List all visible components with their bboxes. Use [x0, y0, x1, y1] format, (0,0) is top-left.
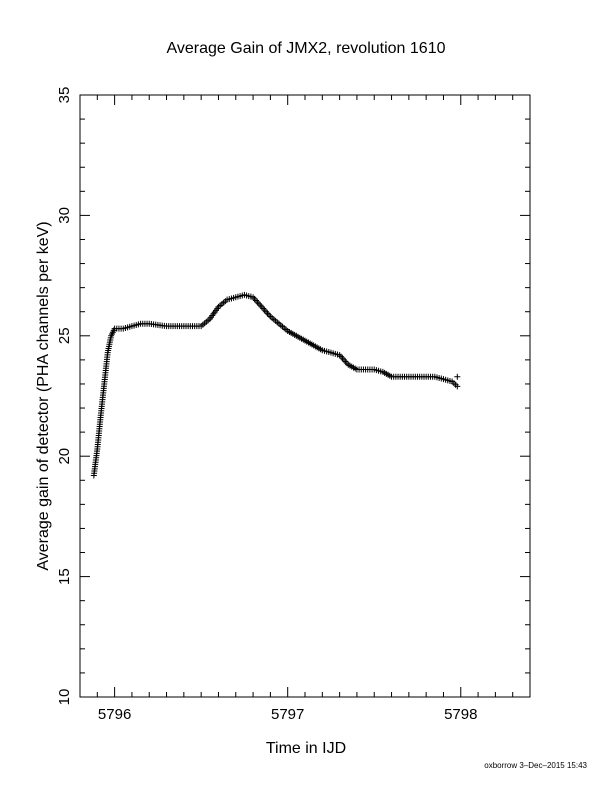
y-axis-ticks: 10 15 20 25 30 35 [56, 87, 530, 706]
x-tick-label: 5798 [444, 706, 477, 723]
x-tick-label: 5796 [98, 706, 131, 723]
x-axis-ticks: 5796 5797 5798 [79, 95, 531, 723]
y-tick-label: 35 [56, 87, 73, 104]
x-tick-label: 5797 [271, 706, 304, 723]
x-axis-label: Time in IJD [266, 740, 346, 757]
y-axis-label: Average gain of detector (PHA channels p… [35, 221, 52, 570]
plot-frame [79, 94, 531, 698]
y-tick-label: 20 [56, 448, 73, 465]
y-tick-label: 25 [56, 327, 73, 344]
data-point [454, 383, 461, 390]
footer-credit: oxborrow 3–Dec–2015 15:43 [484, 761, 587, 770]
y-tick-label: 15 [56, 568, 73, 585]
y-tick-label: 10 [56, 689, 73, 706]
data-point [454, 373, 461, 380]
data-points [90, 291, 461, 479]
chart-title: Average Gain of JMX2, revolution 1610 [167, 40, 446, 57]
y-tick-label: 30 [56, 207, 73, 224]
